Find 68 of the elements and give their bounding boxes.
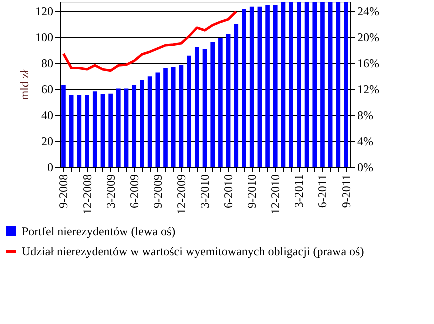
legend-label: Udział nierezydentów w wartości wyemitowanych obligacji (prawa oś)	[22, 244, 364, 258]
x-tick-label: 3-2011	[292, 174, 306, 208]
x-tick-label: 12-2009	[174, 174, 188, 214]
bar	[164, 68, 168, 167]
bar	[62, 86, 66, 167]
bar	[242, 10, 246, 167]
y-tick-label: 40	[42, 108, 54, 123]
y-tick-label: 60	[42, 82, 54, 97]
y2-tick-label: 4%	[358, 134, 374, 149]
bar	[194, 47, 200, 167]
bar	[124, 88, 129, 167]
bar	[92, 92, 98, 167]
bar	[250, 6, 254, 167]
x-tick-label: 12-2010	[268, 174, 283, 214]
y-tick-label: 100	[36, 30, 54, 45]
y-tick-label: 120	[36, 4, 54, 19]
y2-tick-label: 0%	[358, 160, 374, 174]
bar	[218, 38, 223, 167]
bar	[266, 4, 270, 167]
bar	[336, 2, 341, 167]
x-tick-label: 9-2009	[150, 174, 165, 208]
y-tick-label: 20	[42, 134, 54, 149]
x-tick-label: 9-2010	[245, 174, 260, 208]
x-tick-label: 6-2010	[222, 174, 236, 208]
y-tick-label: 80	[42, 56, 54, 71]
bar	[108, 94, 113, 167]
bar	[179, 65, 184, 167]
y2-tick-label: 16%	[358, 56, 380, 71]
bar	[289, 2, 294, 167]
y-tick-label: 0	[48, 160, 54, 174]
bar	[258, 6, 262, 167]
bar	[187, 56, 192, 167]
bar	[100, 94, 106, 167]
bar	[234, 24, 239, 167]
line-series	[62, 10, 238, 72]
bar	[328, 2, 333, 167]
x-tick-label: 9-2008	[56, 174, 71, 208]
x-tick-label: 6-2009	[127, 174, 142, 208]
bar	[320, 2, 325, 167]
bar	[132, 85, 137, 167]
bar	[281, 2, 286, 167]
bar	[77, 95, 82, 167]
bar	[344, 2, 348, 167]
x-tick-label: 12-2008	[80, 174, 94, 214]
x-tick-label: 6-2011	[316, 174, 330, 208]
bar	[69, 95, 74, 167]
y2-tick-label: 12%	[358, 82, 380, 97]
y2-tick-label: 20%	[358, 30, 380, 45]
bar	[202, 50, 208, 167]
y2-tick-label: 24%	[358, 4, 380, 19]
bar	[116, 88, 121, 167]
legend-label: Portfel nierezydentów (lewa oś)	[22, 224, 176, 238]
y-axis-title: mld zł	[18, 69, 32, 100]
y2-tick-label: 8%	[358, 108, 374, 123]
bar	[85, 95, 90, 167]
bar	[304, 2, 310, 167]
bar	[297, 2, 302, 167]
bar	[148, 76, 152, 167]
x-tick-label: 3-2010	[198, 174, 212, 208]
bar	[226, 34, 231, 167]
bar	[140, 80, 144, 167]
x-tick-label: 9-2011	[339, 174, 354, 208]
bar	[171, 67, 176, 167]
bar	[210, 42, 216, 167]
x-tick-label: 3-2009	[104, 174, 118, 208]
bar	[156, 72, 160, 167]
bar	[312, 2, 318, 167]
bar	[273, 4, 278, 167]
